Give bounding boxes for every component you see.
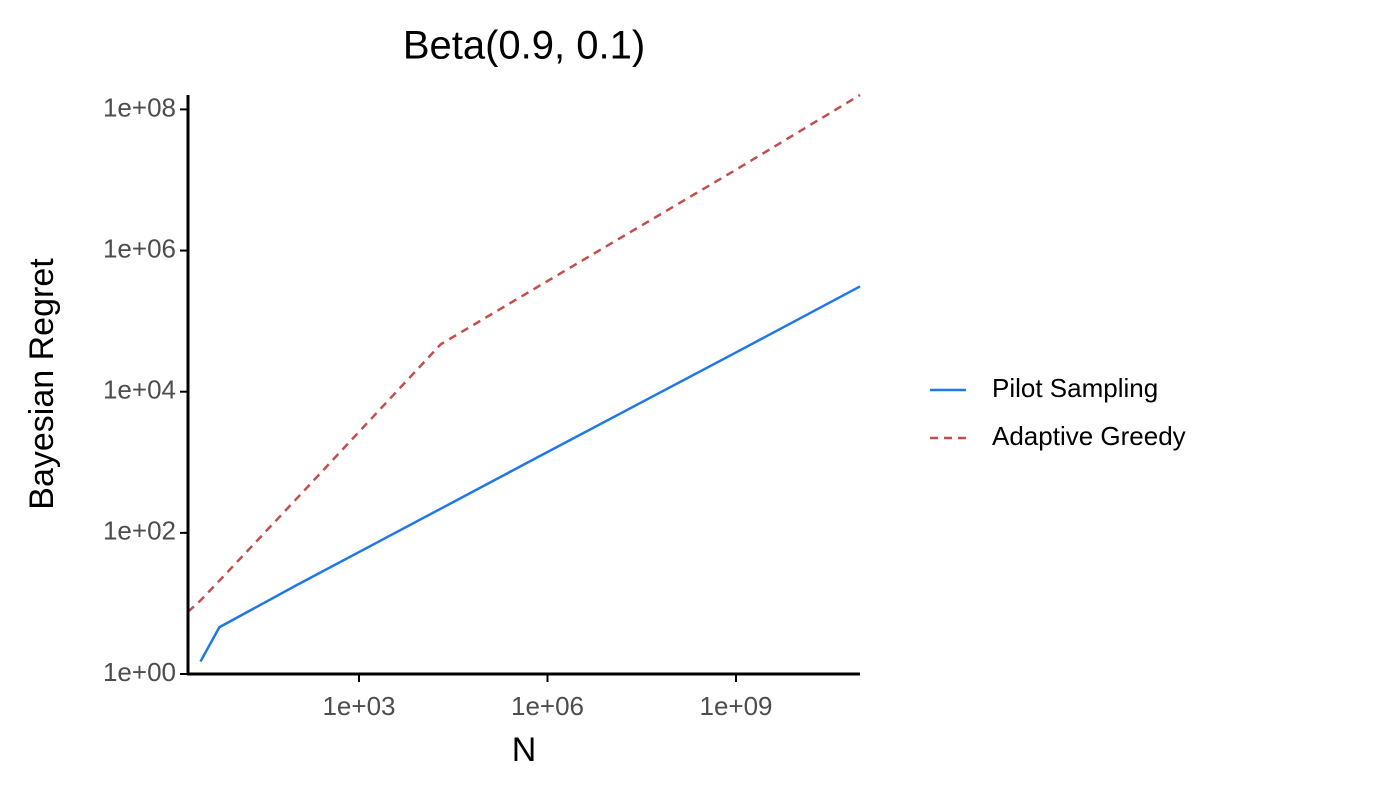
series-line <box>199 285 861 663</box>
y-tick-label: 1e+00 <box>103 657 176 687</box>
x-tick-label: 1e+09 <box>699 691 772 721</box>
y-tick-label: 1e+08 <box>103 92 176 122</box>
y-tick-label: 1e+04 <box>103 375 176 405</box>
x-tick-label: 1e+06 <box>511 691 584 721</box>
y-tick-label: 1e+06 <box>103 233 176 263</box>
x-axis-title: N <box>512 731 537 769</box>
legend-label: Pilot Sampling <box>992 373 1158 403</box>
y-axis-title: Bayesian Regret <box>23 258 61 510</box>
legend-label: Adaptive Greedy <box>992 421 1186 451</box>
x-tick-label: 1e+03 <box>322 691 395 721</box>
series-line <box>187 93 861 613</box>
chart-title: Beta(0.9, 0.1) <box>403 24 645 68</box>
y-tick-label: 1e+02 <box>103 516 176 546</box>
